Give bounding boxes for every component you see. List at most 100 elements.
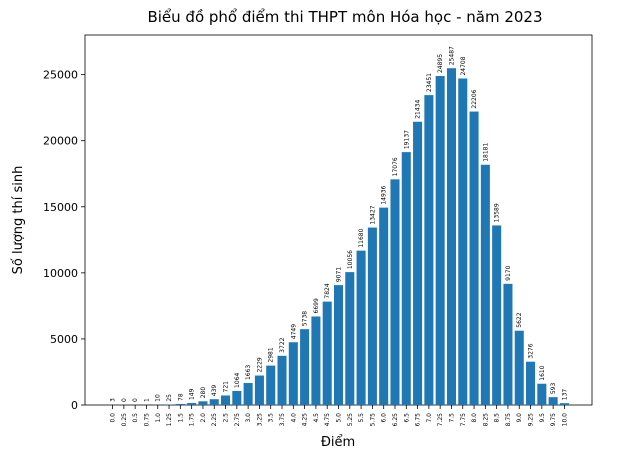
x-tick-label: 9.0 xyxy=(516,413,523,423)
value-label: 1064 xyxy=(234,372,241,387)
value-label: 25487 xyxy=(448,46,455,65)
bar xyxy=(526,361,536,405)
value-label: 22206 xyxy=(471,89,478,108)
bar xyxy=(503,283,513,405)
x-tick-label: 10.0 xyxy=(561,413,568,427)
bar xyxy=(187,403,197,405)
bar xyxy=(322,301,332,405)
x-tick-label: 6.25 xyxy=(392,413,399,427)
value-label: 9071 xyxy=(336,267,343,282)
value-label: 78 xyxy=(177,393,184,401)
bar xyxy=(514,330,524,405)
bar xyxy=(469,111,479,405)
bar xyxy=(311,316,321,405)
bar xyxy=(209,399,219,405)
bar xyxy=(413,121,423,405)
bar xyxy=(446,68,456,406)
bar xyxy=(537,383,547,405)
value-label: 3 xyxy=(110,398,117,402)
bar xyxy=(300,329,310,405)
bar xyxy=(254,375,264,405)
x-tick-label: 9.25 xyxy=(528,413,535,427)
value-label: 149 xyxy=(189,388,196,400)
y-axis-label: Số lượng thí sinh xyxy=(11,166,26,275)
x-tick-label: 0.5 xyxy=(132,413,139,423)
x-tick-label: 7.75 xyxy=(460,413,467,427)
bar xyxy=(288,342,298,405)
value-label: 1663 xyxy=(245,365,252,380)
value-label: 19137 xyxy=(403,130,410,149)
value-label: 0 xyxy=(121,398,128,402)
bar xyxy=(356,250,366,405)
value-label: 1 xyxy=(143,398,150,402)
x-tick-label: 4.75 xyxy=(324,413,331,427)
y-tick-label: 10000 xyxy=(43,267,78,280)
x-tick-label: 8.0 xyxy=(471,413,478,423)
x-tick-label: 0.75 xyxy=(143,413,150,427)
x-tick-label: 6.75 xyxy=(415,413,422,427)
y-tick-label: 15000 xyxy=(43,201,78,214)
bar xyxy=(379,207,389,405)
x-tick-label: 9.75 xyxy=(550,413,557,427)
x-tick-label: 6.0 xyxy=(381,413,388,423)
bar xyxy=(266,365,276,405)
value-label: 1610 xyxy=(539,365,546,380)
y-tick-label: 20000 xyxy=(43,135,78,148)
bar xyxy=(198,401,208,405)
value-label: 24895 xyxy=(437,54,444,73)
bar xyxy=(458,78,468,405)
y-tick-label: 25000 xyxy=(43,69,78,82)
x-tick-label: 2.75 xyxy=(234,413,241,427)
value-label: 23451 xyxy=(426,73,433,92)
x-tick-label: 1.75 xyxy=(189,413,196,427)
x-tick-label: 2.0 xyxy=(200,413,207,423)
bar xyxy=(480,164,490,405)
x-tick-label: 1.0 xyxy=(155,413,162,423)
value-label: 137 xyxy=(561,389,568,401)
value-label: 13427 xyxy=(369,205,376,224)
x-tick-label: 3.0 xyxy=(245,413,252,423)
value-label: 14936 xyxy=(381,185,388,204)
x-axis-label: Điểm xyxy=(321,435,355,450)
x-tick-label: 5.5 xyxy=(358,413,365,423)
value-label: 3276 xyxy=(528,343,535,358)
bar xyxy=(435,76,445,405)
value-label: 10 xyxy=(155,394,162,402)
x-tick-label: 3.25 xyxy=(256,413,263,427)
x-tick-label: 4.25 xyxy=(302,413,309,427)
x-tick-label: 4.5 xyxy=(313,413,320,423)
value-label: 721 xyxy=(223,381,230,393)
bar xyxy=(333,285,344,405)
value-label: 24708 xyxy=(460,56,467,75)
x-tick-label: 0.0 xyxy=(110,413,117,423)
value-label: 6699 xyxy=(313,298,320,313)
bar xyxy=(424,95,434,405)
bar xyxy=(345,272,355,405)
value-label: 11680 xyxy=(358,228,365,247)
bar xyxy=(221,395,231,405)
y-tick-label: 0 xyxy=(71,399,78,412)
x-tick-label: 5.75 xyxy=(369,413,376,427)
value-label: 3722 xyxy=(279,337,286,352)
bar xyxy=(390,179,400,405)
value-label: 9170 xyxy=(505,265,512,280)
bar xyxy=(232,390,242,405)
x-tick-label: 7.25 xyxy=(437,413,444,427)
bar xyxy=(175,403,185,405)
x-tick-label: 0.25 xyxy=(121,413,128,427)
value-label: 0 xyxy=(132,398,139,402)
bar xyxy=(277,355,287,405)
x-tick-label: 5.25 xyxy=(347,413,354,427)
value-label: 13589 xyxy=(494,203,501,222)
value-label: 17076 xyxy=(392,157,399,176)
x-tick-label: 9.5 xyxy=(539,413,546,423)
x-tick-label: 8.75 xyxy=(505,413,512,427)
value-label: 7824 xyxy=(324,283,331,298)
value-label: 25 xyxy=(166,394,173,402)
value-label: 21434 xyxy=(415,99,422,118)
x-tick-label: 6.5 xyxy=(403,413,410,423)
value-label: 5622 xyxy=(516,312,523,327)
x-tick-label: 3.5 xyxy=(268,413,275,423)
value-label: 2229 xyxy=(256,357,263,372)
